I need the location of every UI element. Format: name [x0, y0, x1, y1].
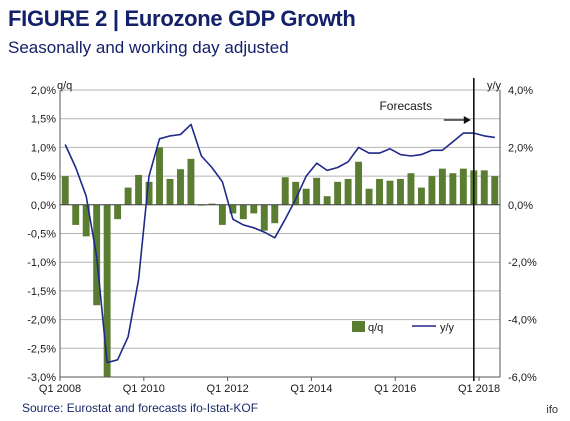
left-tick-label: 1,0% — [31, 142, 56, 154]
x-tick-label: Q1 2014 — [290, 383, 332, 395]
qq-bar — [323, 196, 331, 205]
gdp-growth-chart: 2,0% 1,5% 1,0% 0,5% 0,0% -0,5% -1,0% -1,5% -2,0%… — [27, 78, 537, 395]
source-note: Source: Eurostat and forecasts ifo-Istat… — [22, 401, 259, 415]
right-tick-label: 0,0% — [508, 200, 533, 212]
qq-bar — [72, 204, 80, 225]
qq-bar — [250, 204, 258, 214]
qq-bar — [281, 177, 289, 205]
qq-bar — [82, 204, 90, 237]
qq-bar — [187, 158, 195, 205]
left-tick-label: 0,0% — [31, 200, 56, 212]
qq-bar — [449, 173, 457, 205]
legend-label-yy: y/y — [440, 322, 455, 334]
right-axis-label: y/y — [487, 80, 502, 92]
qq-bar — [166, 178, 174, 205]
forecast-arrow-head — [463, 116, 471, 124]
qq-bar — [61, 176, 69, 205]
right-tick-label: -4,0% — [508, 315, 537, 327]
right-tick-label: -6,0% — [508, 372, 537, 384]
qq-bar — [103, 204, 111, 377]
qq-bar — [491, 176, 499, 205]
qq-bar — [334, 181, 342, 205]
qq-bar — [218, 204, 226, 225]
qq-bar — [386, 180, 394, 205]
qq-bar — [271, 204, 279, 224]
chart-title: FIGURE 2 | Eurozone GDP Growth — [8, 6, 356, 31]
qq-bar — [313, 177, 321, 205]
left-tick-label: -2,0% — [27, 315, 56, 327]
left-tick-label: -3,0% — [27, 372, 56, 384]
yy-line-group — [64, 123, 495, 364]
qq-bar — [355, 161, 363, 205]
qq-bar — [156, 147, 163, 205]
right-tick-label: -2,0% — [508, 257, 537, 269]
left-tick-label: -1,5% — [27, 286, 56, 298]
right-tick-label: 2,0% — [508, 142, 533, 154]
qq-bar — [417, 187, 425, 205]
qq-bar — [124, 187, 132, 205]
qq-bar — [365, 188, 373, 205]
qq-bar — [459, 168, 467, 205]
yy-line — [64, 123, 495, 364]
qq-bar — [428, 176, 436, 205]
left-tick-label: -0,5% — [27, 229, 56, 241]
qq-bar — [292, 181, 300, 205]
qq-bar — [239, 204, 247, 220]
x-tick-label: Q1 2008 — [39, 383, 81, 395]
left-tick-label: 2,0% — [31, 85, 56, 97]
qq-bar — [260, 204, 268, 231]
x-tick-label: Q1 2018 — [458, 383, 500, 395]
gridlines — [60, 89, 500, 378]
left-axis-label: q/q — [57, 80, 72, 92]
left-axis-ticks: 2,0% 1,5% 1,0% 0,5% 0,0% -0,5% -1,0% -1,5% -2,0%… — [27, 85, 56, 384]
qq-bar — [438, 168, 446, 205]
left-tick-label: 1,5% — [31, 114, 56, 126]
forecast-annotation: Forecasts — [379, 78, 475, 381]
right-axis-ticks: 4,0% 2,0% 0,0% -2,0% -4,0% -6,0% — [508, 85, 537, 384]
chart-subtitle: Seasonally and working day adjusted — [8, 38, 289, 57]
qq-bar — [407, 173, 415, 205]
qq-bar — [229, 204, 237, 214]
qq-bar — [302, 188, 310, 205]
qq-bar — [397, 178, 404, 205]
x-tick-label: Q1 2010 — [123, 383, 165, 395]
qq-bar — [145, 181, 153, 205]
left-tick-label: -1,0% — [27, 257, 56, 269]
qq-bar — [480, 170, 488, 205]
x-tick-label: Q1 2016 — [374, 383, 416, 395]
left-tick-label: 0,5% — [31, 171, 56, 183]
x-tick-label: Q1 2012 — [207, 383, 249, 395]
legend-swatch-qq — [352, 321, 365, 332]
right-tick-label: 4,0% — [508, 85, 533, 97]
credit-label: ifo — [546, 404, 558, 416]
qq-bar — [114, 204, 122, 220]
plot-frame — [59, 90, 501, 378]
legend-label-qq: q/q — [368, 322, 383, 334]
qq-bar — [177, 169, 184, 205]
x-axis-ticks: Q1 2008 Q1 2010 Q1 2012 Q1 2014 Q1 2016 Q1 20… — [39, 377, 500, 395]
qq-bar — [135, 174, 143, 205]
qq-bar — [376, 178, 383, 205]
qq-bar — [208, 203, 216, 205]
left-tick-label: -2,5% — [27, 343, 56, 355]
legend: q/q y/y — [352, 321, 455, 334]
qq-bar — [344, 178, 352, 205]
forecast-label: Forecasts — [379, 99, 432, 113]
